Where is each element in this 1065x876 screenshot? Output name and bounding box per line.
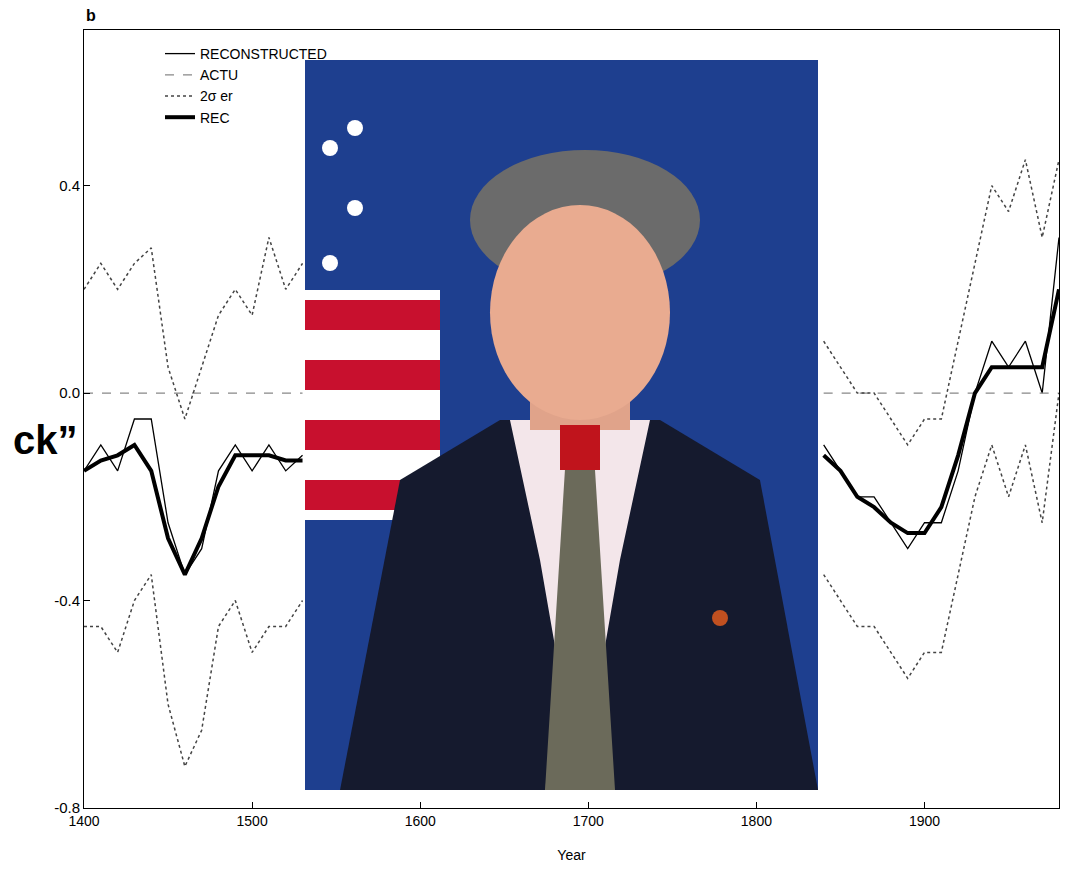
svg-text:1500: 1500 bbox=[237, 813, 268, 829]
svg-text:-0.8: -0.8 bbox=[54, 799, 80, 816]
svg-text:1600: 1600 bbox=[405, 813, 436, 829]
svg-text:1700: 1700 bbox=[573, 813, 604, 829]
svg-text:1800: 1800 bbox=[741, 813, 772, 829]
svg-text:RECONSTRUCTED: RECONSTRUCTED bbox=[200, 46, 327, 62]
svg-text:1900: 1900 bbox=[909, 813, 940, 829]
svg-text:REC: REC bbox=[200, 110, 230, 126]
svg-text:ck”: ck” bbox=[13, 418, 78, 462]
svg-text:1400: 1400 bbox=[68, 813, 99, 829]
svg-text:0.4: 0.4 bbox=[59, 177, 80, 194]
svg-text:b: b bbox=[86, 7, 96, 24]
svg-text:Year: Year bbox=[557, 847, 586, 863]
svg-text:ACTU: ACTU bbox=[200, 67, 238, 83]
svg-text:0.0: 0.0 bbox=[59, 384, 80, 401]
svg-text:2σ er: 2σ er bbox=[200, 88, 233, 104]
svg-text:-0.4: -0.4 bbox=[54, 592, 80, 609]
